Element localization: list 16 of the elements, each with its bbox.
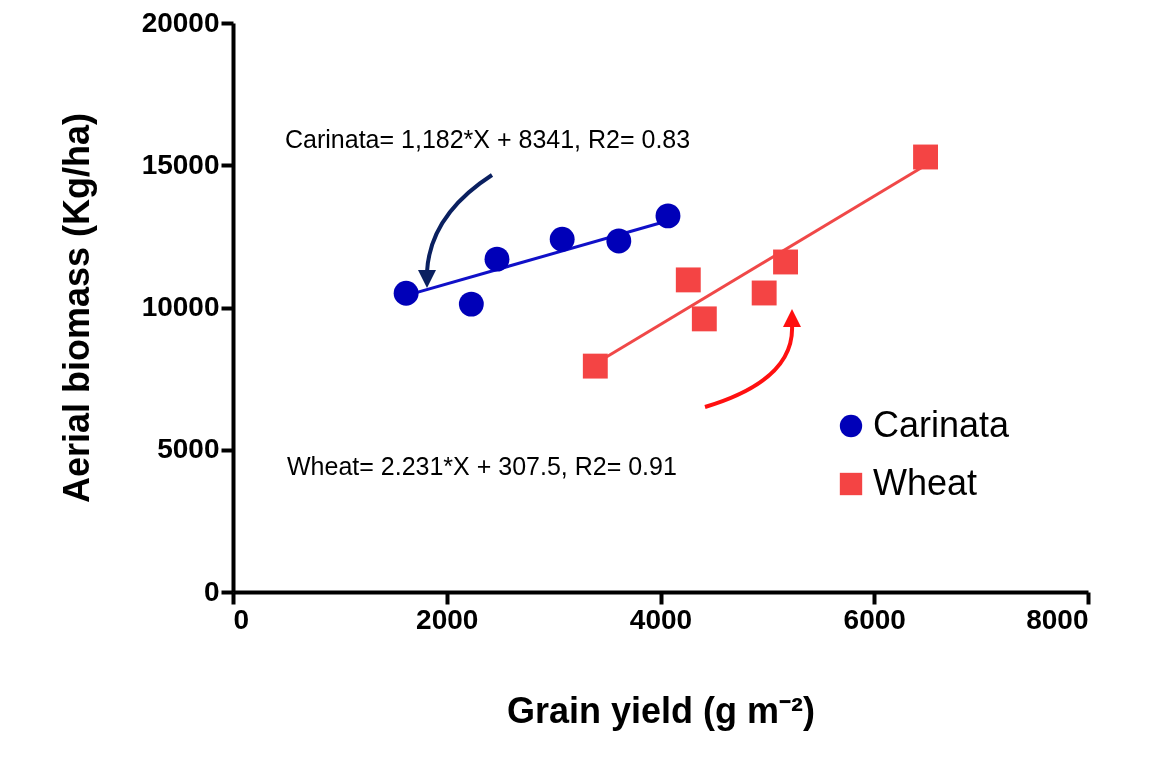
y-tick-label: 0 bbox=[203, 575, 220, 607]
x-tick-label: 4000 bbox=[629, 603, 693, 635]
legend-label: Wheat bbox=[873, 462, 978, 503]
legend-label: Carinata bbox=[873, 404, 1011, 445]
annotation: Wheat= 2.231*X + 307.5, R2= 0.91 bbox=[287, 452, 677, 480]
y-tick-label: 20000 bbox=[141, 6, 220, 38]
x-tick-label: 6000 bbox=[843, 603, 906, 635]
x-tick-label: 2000 bbox=[416, 603, 479, 635]
x-tick-label: 0 bbox=[233, 603, 250, 635]
y-tick-label: 15000 bbox=[141, 148, 220, 180]
x-tick-label: 8000 bbox=[1026, 603, 1089, 635]
x-axis-title: Grain yield (g m⁻²) bbox=[506, 689, 816, 731]
y-tick-label: 10000 bbox=[141, 291, 220, 322]
y-axis-title: Aerial biomass (Kg/ha) bbox=[55, 112, 97, 504]
y-tick-label: 5000 bbox=[157, 433, 220, 465]
annotation: Carinata= 1,182*X + 8341, R2= 0.83 bbox=[285, 125, 691, 153]
